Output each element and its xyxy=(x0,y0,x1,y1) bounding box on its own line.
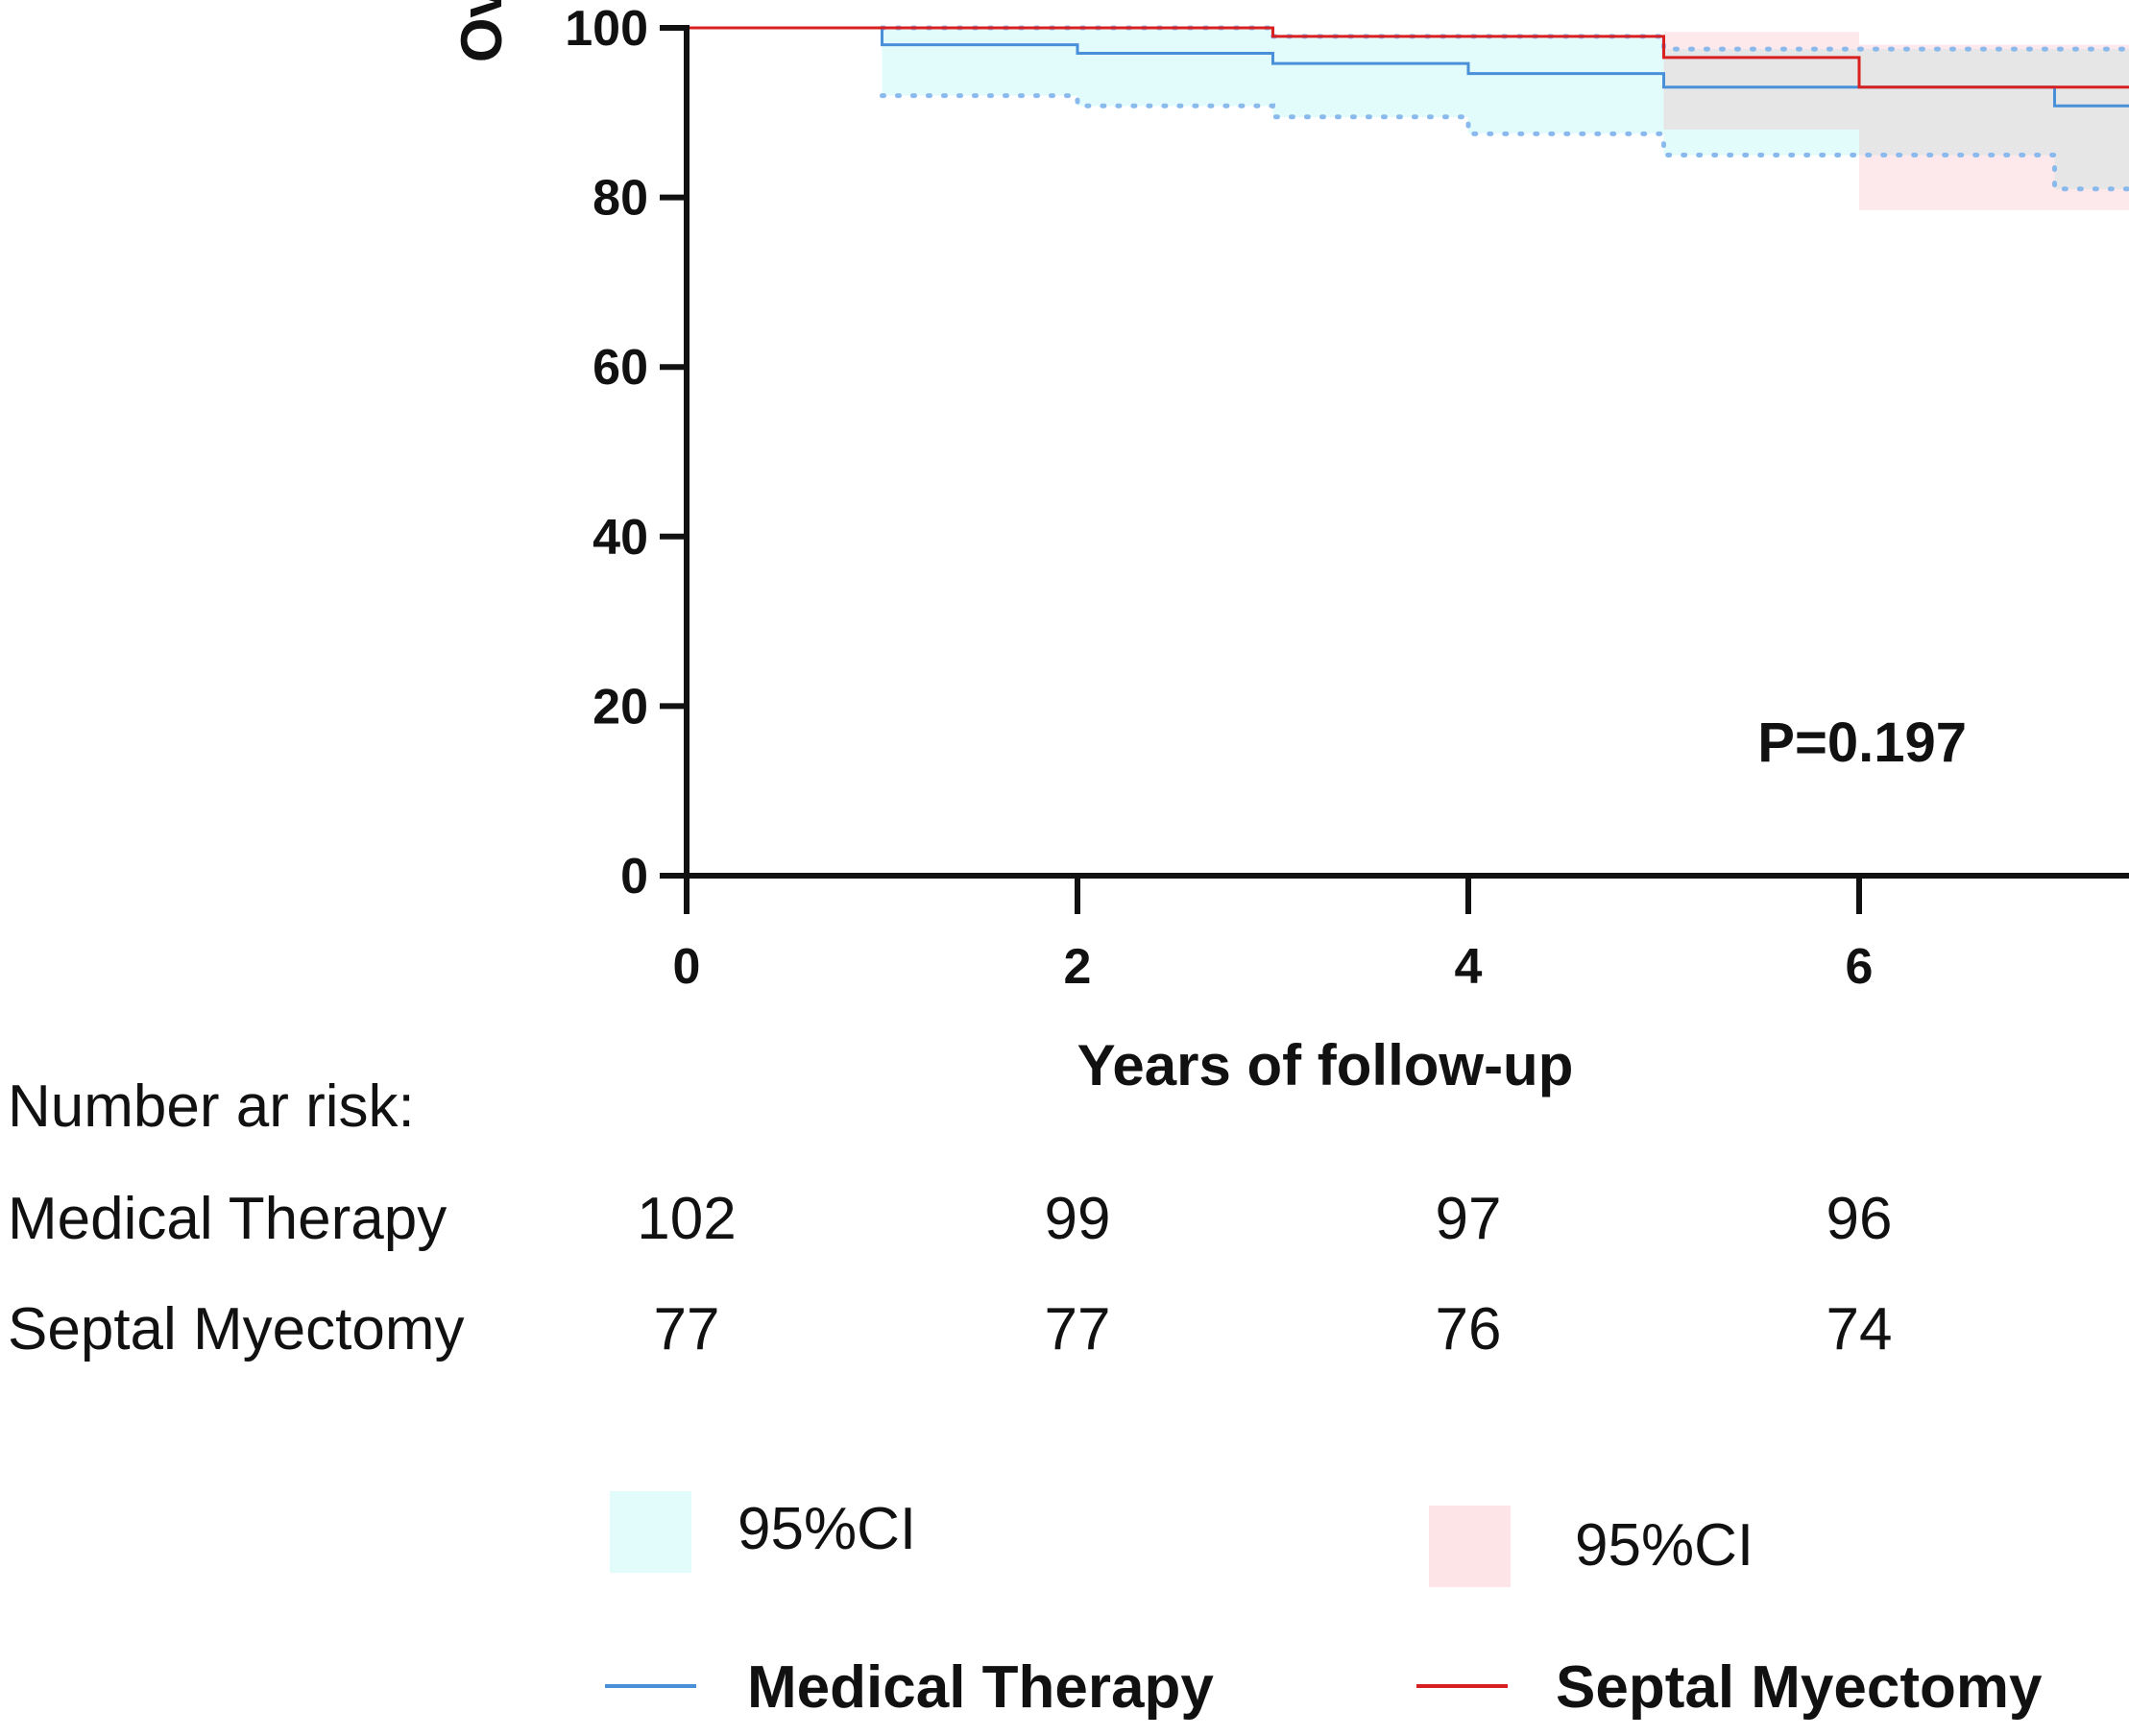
risk-row-label: Medical Therapy xyxy=(8,1186,447,1252)
y-tick-label: 100 xyxy=(565,1,648,57)
confidence-bands xyxy=(883,28,2129,286)
legend-ci-label-medical: 95%CI xyxy=(738,1496,916,1562)
risk-count: 74 xyxy=(1827,1296,1893,1362)
y-tick-label: 60 xyxy=(593,340,648,396)
legend-line-label-myectomy: Septal Myectomy xyxy=(1556,1654,2043,1721)
legend-ci-swatch-myectomy xyxy=(1429,1506,1511,1587)
legend: 95%CI 95%CI Medical Therapy Septal Myect… xyxy=(605,1491,2043,1721)
legend-line-label-medical: Medical Therapy xyxy=(747,1654,1214,1721)
x-tick-label: 6 xyxy=(1846,939,1874,995)
legend-ci-swatch-medical xyxy=(610,1491,691,1573)
risk-table: Number ar risk: Medical Therapy 102 99 97 96… xyxy=(8,1073,2129,1362)
risk-count: 97 xyxy=(1436,1186,1502,1252)
y-tick-label: 40 xyxy=(593,510,648,566)
risk-table-title: Number ar risk: xyxy=(8,1073,415,1140)
y-tick-label: 80 xyxy=(593,171,648,227)
x-tick-label: 4 xyxy=(1455,939,1483,995)
risk-count: 77 xyxy=(654,1296,720,1362)
p-value-annotation: P=0.197 xyxy=(1757,711,1967,774)
risk-row-label: Septal Myectomy xyxy=(8,1296,465,1362)
x-tick-label: 0 xyxy=(673,939,701,995)
y-tick-label: 20 xyxy=(593,679,648,735)
risk-count: 99 xyxy=(1045,1186,1111,1252)
x-axis-title: Years of follow-up xyxy=(1077,1033,1574,1097)
risk-count: 76 xyxy=(1436,1296,1502,1362)
legend-ci-label-myectomy: 95%CI xyxy=(1575,1512,1754,1579)
x-tick-label: 2 xyxy=(1064,939,1092,995)
risk-count: 96 xyxy=(1827,1186,1893,1252)
risk-count: 77 xyxy=(1045,1296,1111,1362)
risk-count: 102 xyxy=(637,1186,736,1252)
y-axis-title: Overall survival(%) xyxy=(449,0,514,62)
y-tick-label: 0 xyxy=(620,849,648,904)
